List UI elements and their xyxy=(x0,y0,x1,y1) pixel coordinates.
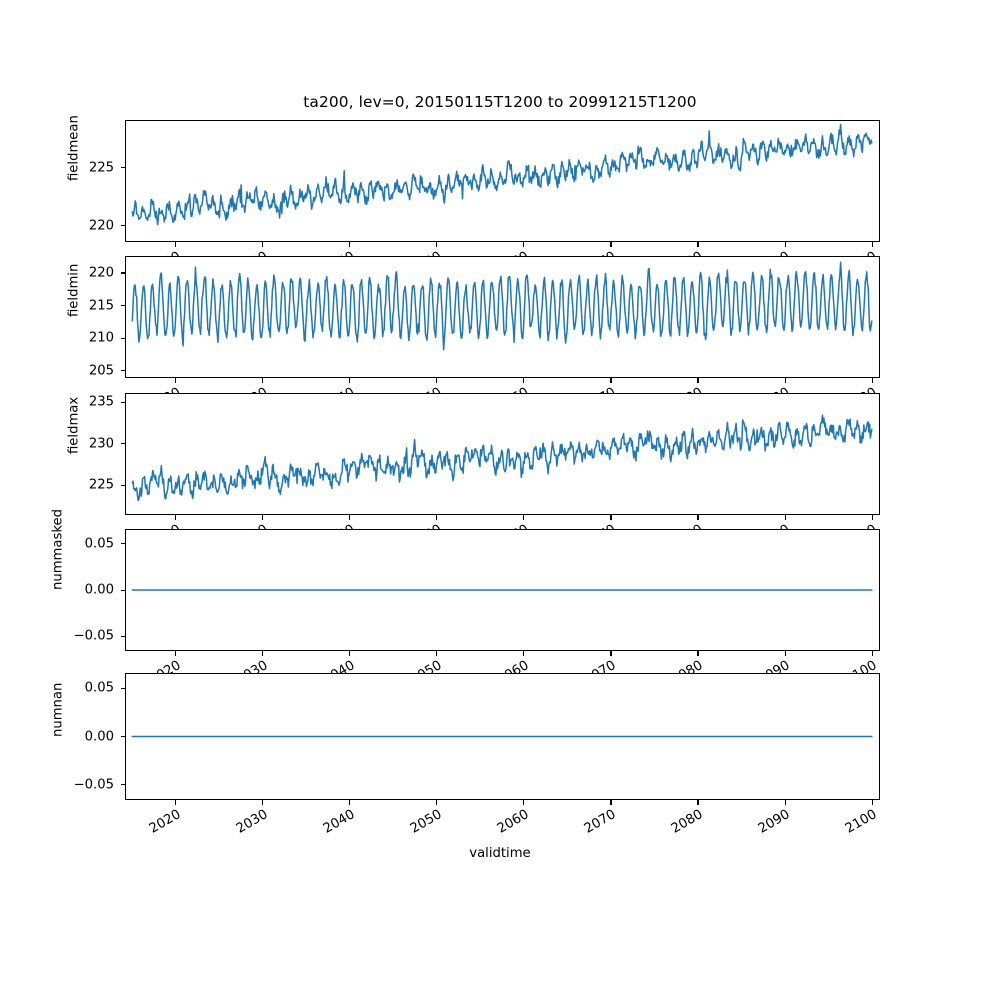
x-tick-mark-nummasked xyxy=(784,651,786,656)
y-tick-label-fieldmax: 235 xyxy=(88,394,114,410)
x-tick-mark-numnan xyxy=(262,800,264,805)
x-tick-label-numnan: 2030 xyxy=(233,807,271,837)
x-tick-mark-numnan xyxy=(784,800,786,805)
x-tick-mark-fieldmin xyxy=(610,378,612,383)
y-tick-label-fieldmin: 220 xyxy=(88,265,114,281)
x-tick-mark-nummasked xyxy=(523,651,525,656)
y-tick-mark-nummasked xyxy=(120,635,125,637)
x-tick-label-numnan: 2040 xyxy=(320,807,358,837)
y-tick-mark-fieldmin xyxy=(120,272,125,274)
y-tick-label-nummasked: 0.00 xyxy=(84,582,114,598)
x-tick-label-numnan: 2070 xyxy=(581,807,619,837)
y-tick-label-nummasked: 0.05 xyxy=(84,536,114,552)
x-tick-mark-fieldmean xyxy=(784,242,786,247)
y-tick-mark-numnan xyxy=(120,784,125,786)
x-tick-label-numnan: 2060 xyxy=(494,807,532,837)
y-tick-label-fieldmin: 210 xyxy=(88,330,114,346)
x-tick-mark-fieldmin xyxy=(784,378,786,383)
y-tick-mark-numnan xyxy=(120,687,125,689)
x-tick-mark-fieldmean xyxy=(610,242,612,247)
y-tick-label-fieldmean: 220 xyxy=(88,218,114,234)
x-tick-mark-fieldmin xyxy=(349,378,351,383)
x-tick-label-numnan: 2020 xyxy=(146,807,183,837)
y-tick-mark-numnan xyxy=(120,736,125,738)
x-tick-label-numnan: 2100 xyxy=(843,807,880,837)
y-tick-label-fieldmax: 225 xyxy=(88,477,114,493)
x-tick-mark-fieldmin xyxy=(871,378,873,383)
x-tick-mark-numnan xyxy=(349,800,351,805)
x-tick-mark-fieldmean xyxy=(349,242,351,247)
y-tick-label-fieldmax: 230 xyxy=(88,436,114,452)
x-tick-mark-fieldmax xyxy=(349,515,351,520)
x-tick-mark-nummasked xyxy=(610,651,612,656)
x-tick-mark-nummasked xyxy=(436,651,438,656)
x-tick-mark-fieldmax xyxy=(175,515,177,520)
x-tick-mark-fieldmean xyxy=(871,242,873,247)
x-tick-mark-nummasked xyxy=(871,651,873,656)
x-tick-mark-fieldmax xyxy=(610,515,612,520)
x-tick-mark-fieldmean xyxy=(523,242,525,247)
x-tick-mark-fieldmax xyxy=(871,515,873,520)
y-tick-mark-fieldmax xyxy=(120,484,125,486)
y-tick-mark-nummasked xyxy=(120,589,125,591)
x-tick-mark-fieldmax xyxy=(697,515,699,520)
y-tick-label-numnan: 0.05 xyxy=(84,680,114,696)
x-tick-mark-nummasked xyxy=(262,651,264,656)
x-tick-mark-fieldmin xyxy=(262,378,264,383)
x-tick-mark-nummasked xyxy=(697,651,699,656)
y-tick-mark-fieldmin xyxy=(120,370,125,372)
x-tick-mark-fieldmean xyxy=(697,242,699,247)
x-tick-mark-fieldmax xyxy=(262,515,264,520)
y-tick-mark-fieldmax xyxy=(120,401,125,403)
figure-title: ta200, lev=0, 20150115T1200 to 20991215T… xyxy=(303,93,697,111)
subplot-fieldmin xyxy=(125,256,880,378)
x-tick-mark-fieldmin xyxy=(523,378,525,383)
y-tick-label-numnan: −0.05 xyxy=(73,777,114,793)
y-tick-label-fieldmin: 205 xyxy=(88,363,114,379)
x-tick-mark-numnan xyxy=(436,800,438,805)
x-tick-mark-numnan xyxy=(175,800,177,805)
x-tick-mark-fieldmean xyxy=(262,242,264,247)
y-tick-label-nummasked: −0.05 xyxy=(73,628,114,644)
subplot-nummasked xyxy=(125,529,880,651)
x-tick-label-numnan: 2080 xyxy=(668,807,706,837)
y-tick-mark-fieldmean xyxy=(120,167,125,169)
x-axis-label: validtime xyxy=(469,846,531,861)
y-tick-mark-fieldmax xyxy=(120,443,125,445)
y-tick-label-numnan: 0.00 xyxy=(84,729,114,744)
y-tick-mark-fieldmean xyxy=(120,225,125,227)
subplot-fieldmean xyxy=(125,120,880,242)
subplot-numnan xyxy=(125,673,880,800)
x-tick-label-numnan: 2090 xyxy=(756,807,793,837)
subplot-fieldmax xyxy=(125,393,880,515)
y-tick-label-fieldmin: 215 xyxy=(88,298,114,314)
x-tick-mark-numnan xyxy=(523,800,525,805)
x-tick-mark-fieldmean xyxy=(175,242,177,247)
x-tick-mark-nummasked xyxy=(175,651,177,656)
x-tick-mark-fieldmax xyxy=(436,515,438,520)
y-tick-mark-fieldmin xyxy=(120,337,125,339)
x-tick-mark-numnan xyxy=(697,800,699,805)
x-tick-mark-numnan xyxy=(871,800,873,805)
x-tick-mark-fieldmean xyxy=(436,242,438,247)
x-tick-label-numnan: 2050 xyxy=(407,807,445,837)
x-tick-mark-fieldmin xyxy=(175,378,177,383)
x-tick-mark-fieldmin xyxy=(436,378,438,383)
x-tick-mark-nummasked xyxy=(349,651,351,656)
y-tick-label-fieldmean: 225 xyxy=(88,160,114,176)
x-tick-mark-fieldmax xyxy=(523,515,525,520)
x-tick-mark-fieldmin xyxy=(697,378,699,383)
x-tick-mark-numnan xyxy=(610,800,612,805)
y-tick-mark-fieldmin xyxy=(120,305,125,307)
y-tick-mark-nummasked xyxy=(120,543,125,545)
x-tick-mark-fieldmax xyxy=(784,515,786,520)
